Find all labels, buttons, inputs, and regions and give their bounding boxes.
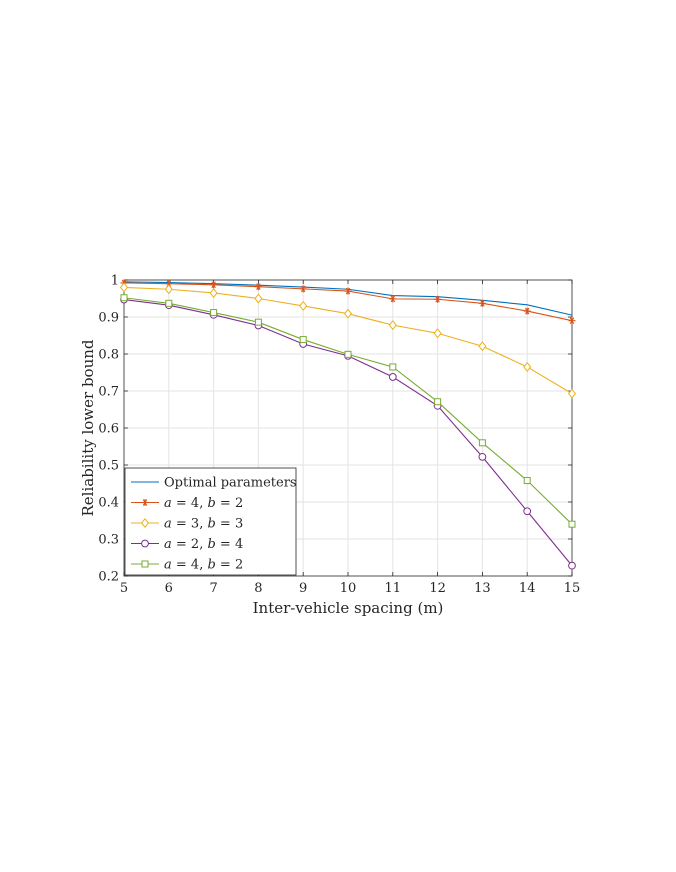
x-axis-title: Inter-vehicle spacing (m) <box>253 599 444 617</box>
series-5 <box>120 294 576 528</box>
asterisk-marker <box>478 299 486 307</box>
asterisk-marker <box>299 285 307 293</box>
square-marker <box>299 336 307 344</box>
diamond-marker <box>119 282 129 293</box>
asterisk-marker <box>389 295 397 303</box>
series-3 <box>119 282 577 399</box>
x-tick-label: 14 <box>519 581 536 596</box>
x-tick-label: 15 <box>564 581 581 596</box>
y-tick-label: 0.8 <box>98 348 119 363</box>
legend-entry-3: a = 3, b = 3 <box>131 517 243 532</box>
diamond-marker <box>299 300 308 311</box>
x-tick-label: 7 <box>209 581 217 596</box>
asterisk-marker <box>434 295 442 303</box>
asterisk-marker <box>210 281 218 289</box>
legend-label: Optimal parameters <box>164 476 297 491</box>
asterisk-marker <box>141 499 149 506</box>
asterisk-marker <box>254 283 262 291</box>
circle-marker <box>568 561 576 570</box>
diamond-marker <box>164 284 173 295</box>
x-tick-label: 11 <box>385 581 402 596</box>
y-axis-title: Reliability lower bound <box>79 339 97 516</box>
diamond-marker <box>343 308 353 319</box>
diamond-marker <box>140 518 150 528</box>
y-tick-label: 1 <box>111 274 119 289</box>
legend-label: a = 3, b = 3 <box>164 517 243 532</box>
circle-marker <box>141 539 149 548</box>
asterisk-marker <box>344 287 352 295</box>
square-marker <box>344 350 352 358</box>
y-tick-label: 0.6 <box>98 422 119 437</box>
circle-marker <box>388 373 397 381</box>
x-tick-label: 9 <box>299 581 307 596</box>
legend-label: a = 2, b = 4 <box>164 537 243 552</box>
y-tick-label: 0.9 <box>98 311 119 326</box>
x-tick-label: 5 <box>120 581 128 596</box>
diamond-marker <box>523 361 532 372</box>
square-marker <box>165 299 173 307</box>
diamond-marker <box>388 320 397 331</box>
x-tick-label: 8 <box>254 581 262 596</box>
diamond-marker <box>433 328 442 339</box>
x-tick-label: 13 <box>474 581 491 596</box>
square-marker <box>389 363 397 371</box>
square-marker <box>120 294 128 302</box>
square-marker <box>141 560 149 568</box>
asterisk-marker <box>523 307 531 315</box>
square-marker <box>434 398 442 406</box>
square-marker <box>254 318 262 326</box>
series-layer <box>119 279 577 570</box>
y-tick-label: 0.4 <box>98 496 119 511</box>
circle-marker <box>478 452 487 461</box>
legend-label: a = 4, b = 2 <box>164 558 243 573</box>
legend-box <box>124 467 297 576</box>
diamond-marker <box>478 341 487 352</box>
diamond-marker <box>209 287 218 298</box>
legend-entry-1: Optimal parameters <box>131 476 297 491</box>
diamond-marker <box>254 293 263 304</box>
square-marker <box>210 309 218 317</box>
y-tick-label: 0.7 <box>98 385 119 400</box>
y-tick-label: 0.2 <box>98 570 119 585</box>
diamond-marker <box>567 388 577 399</box>
x-tick-label: 12 <box>429 581 446 596</box>
x-tick-label: 6 <box>165 581 173 596</box>
square-marker <box>523 477 531 485</box>
x-tick-label: 10 <box>340 581 357 596</box>
y-tick-label: 0.3 <box>98 533 119 548</box>
legend-entry-2: a = 4, b = 2 <box>131 496 243 511</box>
y-tick-labels: 0.2 0.3 0.4 0.5 0.6 0.7 0.8 0.9 1 <box>98 274 119 585</box>
circle-marker <box>523 507 532 516</box>
asterisk-marker <box>568 317 576 325</box>
square-marker <box>568 520 576 528</box>
legend: Optimal parameters a = 4, b = 2 a = 3, b =… <box>124 467 297 576</box>
x-tick-labels: 5 6 7 8 9 10 11 12 13 14 15 <box>120 581 580 596</box>
legend-label: a = 4, b = 2 <box>164 496 243 511</box>
square-marker <box>478 439 486 447</box>
legend-entry-5: a = 4, b = 2 <box>131 558 243 573</box>
legend-entry-4: a = 2, b = 4 <box>131 537 243 552</box>
y-tick-label: 0.5 <box>98 459 119 474</box>
